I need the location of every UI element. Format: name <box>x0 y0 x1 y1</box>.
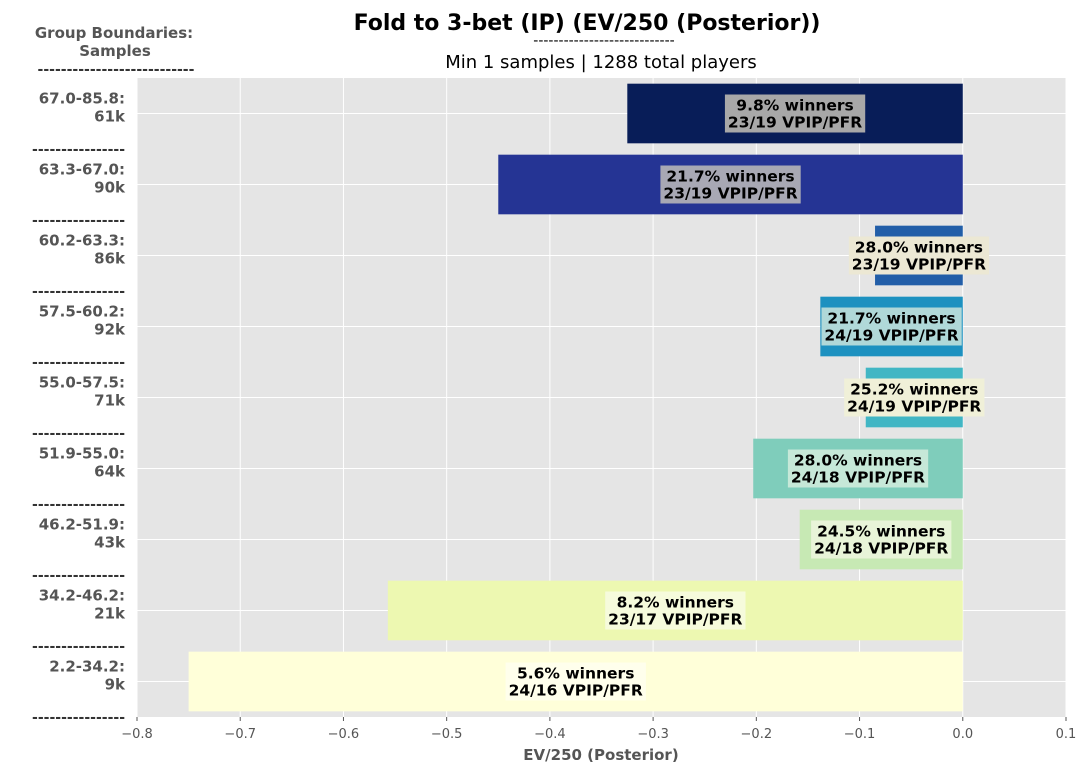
x-tick-label: −0.5 <box>431 727 463 742</box>
bar-label-background <box>844 378 985 417</box>
bar-label-vpip-pfr: 23/17 VPIP/PFR <box>608 611 742 629</box>
side-header-line2: Samples <box>79 42 151 60</box>
category-range-label: 60.2-63.3: <box>39 232 125 250</box>
bar-label-vpip-pfr: 24/19 VPIP/PFR <box>824 327 958 345</box>
x-tick-label: −0.7 <box>224 727 256 742</box>
category-labels-group: 67.0-85.8:61k----------------63.3-67.0:9… <box>32 90 126 727</box>
category-range-label: 63.3-67.0: <box>39 161 125 179</box>
bar-label-vpip-pfr: 23/19 VPIP/PFR <box>728 114 862 132</box>
category-samples-label: 92k <box>94 321 126 339</box>
category-range-label: 57.5-60.2: <box>39 303 125 321</box>
category-range-label: 51.9-55.0: <box>39 445 125 463</box>
x-tick-label: 0.0 <box>952 727 973 742</box>
category-separator: ---------------- <box>32 142 125 158</box>
title-separator: ---------------------------- <box>533 33 674 49</box>
bar-label-background <box>811 520 952 559</box>
x-tick-label: −0.4 <box>534 727 566 742</box>
bar-label-winners: 25.2% winners <box>850 381 978 399</box>
bar-label-winners: 24.5% winners <box>817 523 945 541</box>
side-header-separator: --------------------------- <box>38 62 195 78</box>
bar-label-vpip-pfr: 24/18 VPIP/PFR <box>791 469 925 487</box>
category-samples-label: 90k <box>94 179 126 197</box>
category-samples-label: 64k <box>94 463 126 481</box>
bar-label-background <box>505 662 646 701</box>
x-tick-label: −0.6 <box>328 727 360 742</box>
bar-label-background <box>848 236 990 275</box>
bar-label-background <box>724 94 866 133</box>
category-separator: ---------------- <box>32 213 125 229</box>
category-separator: ---------------- <box>32 426 125 442</box>
category-separator: ---------------- <box>32 284 125 300</box>
category-separator: ---------------- <box>32 568 125 584</box>
category-samples-label: 9k <box>105 676 126 694</box>
x-tick-label: −0.2 <box>741 727 773 742</box>
category-range-label: 2.2-34.2: <box>49 658 125 676</box>
bar-label-background <box>605 591 746 630</box>
side-header-line1: Group Boundaries: <box>35 24 193 42</box>
category-samples-label: 86k <box>94 250 126 268</box>
x-tick-label: 0.1 <box>1056 727 1077 742</box>
category-range-label: 34.2-46.2: <box>39 587 125 605</box>
x-tick-label: −0.8 <box>121 727 153 742</box>
bar-label-vpip-pfr: 23/19 VPIP/PFR <box>852 256 986 274</box>
category-separator: ---------------- <box>32 710 125 726</box>
category-range-label: 55.0-57.5: <box>39 374 125 392</box>
bar-label-winners: 28.0% winners <box>855 239 983 257</box>
category-samples-label: 71k <box>94 392 126 410</box>
category-separator: ---------------- <box>32 355 125 371</box>
bar-label-winners: 21.7% winners <box>827 310 955 328</box>
bar-label-winners: 5.6% winners <box>517 665 634 683</box>
bar-label-background <box>821 307 962 346</box>
bar-label-vpip-pfr: 24/16 VPIP/PFR <box>509 682 643 700</box>
category-samples-label: 21k <box>94 605 126 623</box>
bar-label-vpip-pfr: 24/18 VPIP/PFR <box>814 540 948 558</box>
category-samples-label: 61k <box>94 108 126 126</box>
bar-label-winners: 21.7% winners <box>666 168 794 186</box>
category-range-label: 46.2-51.9: <box>39 516 125 534</box>
x-tick-label: −0.1 <box>844 727 876 742</box>
x-axis-label: EV/250 (Posterior) <box>523 746 678 764</box>
bar-label-winners: 28.0% winners <box>794 452 922 470</box>
chart-subtitle: Min 1 samples | 1288 total players <box>445 52 757 73</box>
category-range-label: 67.0-85.8: <box>39 90 125 108</box>
bar-label-winners: 8.2% winners <box>617 594 734 612</box>
bar-label-winners: 9.8% winners <box>736 97 853 115</box>
bar-label-vpip-pfr: 24/19 VPIP/PFR <box>847 398 981 416</box>
chart-title: Fold to 3-bet (IP) (EV/250 (Posterior)) <box>354 11 821 36</box>
bar-label-background <box>660 165 801 204</box>
x-tick-label: −0.3 <box>637 727 669 742</box>
category-separator: ---------------- <box>32 639 125 655</box>
x-ticks-group: −0.8 −0.7 −0.6 −0.5 −0.4 −0.3 −0.2 −0.1 0.0 0.1 <box>121 717 1076 742</box>
category-separator: ---------------- <box>32 497 125 513</box>
bar-label-background <box>787 449 929 488</box>
category-samples-label: 43k <box>94 534 126 552</box>
bar-label-vpip-pfr: 23/19 VPIP/PFR <box>663 185 797 203</box>
